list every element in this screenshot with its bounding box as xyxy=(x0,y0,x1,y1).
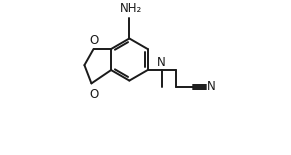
Text: N: N xyxy=(157,56,166,69)
Text: O: O xyxy=(89,88,98,101)
Text: N: N xyxy=(207,80,216,93)
Text: O: O xyxy=(89,34,98,47)
Text: NH₂: NH₂ xyxy=(120,2,142,15)
